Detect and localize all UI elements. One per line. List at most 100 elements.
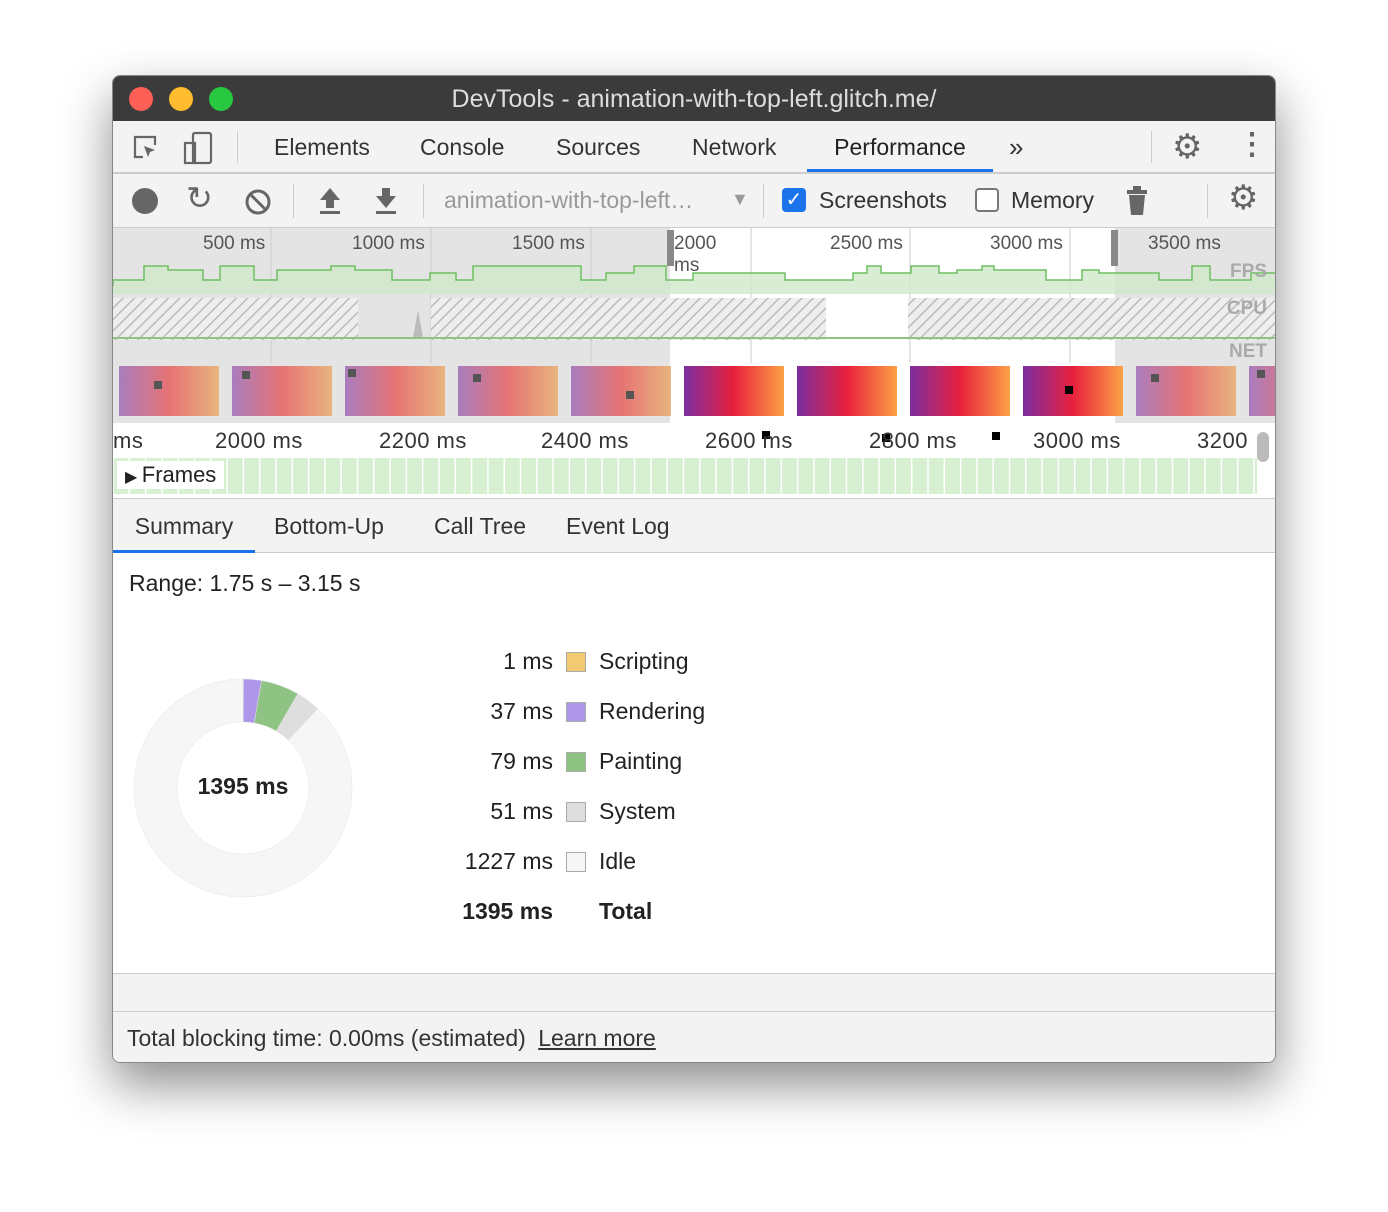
- screenshot-thumbnail[interactable]: [345, 366, 445, 416]
- overview-tick: 2000 ms: [674, 233, 717, 276]
- total-blocking-time: Total blocking time: 0.00ms (estimated): [127, 1025, 526, 1051]
- net-track-label: NET: [1229, 341, 1267, 362]
- legend-swatch: [566, 652, 586, 672]
- summary-donut-chart: [133, 678, 353, 898]
- record-button[interactable]: [132, 188, 158, 214]
- more-tabs-button[interactable]: »: [1009, 132, 1024, 162]
- devtools-window: DevTools - animation-with-top-left.glitc…: [112, 75, 1276, 1063]
- tab-performance[interactable]: Performance: [807, 121, 993, 172]
- performance-toolbar: ↻ animation-with-top-left… ▼ ✓ Screensho…: [113, 174, 1275, 228]
- tab-event-log[interactable]: Event Log: [566, 513, 670, 539]
- expand-triangle-icon: ▶: [125, 469, 142, 486]
- tab-elements[interactable]: Elements: [274, 134, 370, 160]
- inspect-element-icon[interactable]: [131, 133, 161, 163]
- screenshot-thumbnail[interactable]: [684, 366, 784, 439]
- fps-track-label: FPS: [1230, 261, 1267, 282]
- tab-console[interactable]: Console: [420, 134, 505, 160]
- screenshot-thumbnail[interactable]: [910, 366, 1010, 440]
- ruler-tick: 2600 ms: [705, 428, 793, 453]
- screenshots-checkbox[interactable]: ✓: [782, 188, 806, 212]
- legend-value: 1395 ms: [462, 898, 553, 924]
- ruler-tick: 2400 ms: [541, 428, 629, 453]
- animated-box: [473, 374, 481, 382]
- screenshot-thumbnail[interactable]: [232, 366, 332, 416]
- more-options-icon[interactable]: ⋮: [1237, 128, 1267, 161]
- animated-box: [154, 381, 162, 389]
- load-profile-icon[interactable]: [318, 186, 342, 216]
- animated-box: [882, 434, 890, 442]
- frames-track[interactable]: ▶ Frames: [113, 458, 1257, 494]
- cpu-track-label: CPU: [1226, 298, 1267, 319]
- frames-label: Frames: [141, 462, 217, 487]
- animated-box: [1151, 374, 1159, 382]
- timeline-ruler: ms 2000 ms 2200 ms 2400 ms 2600 ms 2800 …: [113, 425, 1257, 458]
- legend-label: Painting: [599, 748, 683, 774]
- ruler-tick: 3000 ms: [1033, 428, 1121, 453]
- screenshot-strip: [113, 363, 1275, 442]
- legend-value: 1 ms: [503, 648, 553, 674]
- recording-select[interactable]: animation-with-top-left…: [444, 187, 694, 213]
- tab-sources[interactable]: Sources: [556, 134, 641, 160]
- window-title: DevTools - animation-with-top-left.glitc…: [451, 85, 937, 113]
- memory-checkbox[interactable]: [975, 188, 999, 212]
- animated-box: [626, 391, 634, 399]
- tab-bottom-up[interactable]: Bottom-Up: [274, 513, 384, 539]
- dropdown-arrow-icon[interactable]: ▼: [731, 189, 749, 209]
- animated-box: [242, 371, 250, 379]
- animated-box: [1257, 370, 1265, 378]
- animated-box: [1065, 386, 1073, 394]
- legend-label: Rendering: [599, 698, 706, 724]
- range-handle-left[interactable]: [667, 230, 674, 266]
- legend-label: Total: [599, 898, 653, 924]
- overview-tick: 1500 ms: [512, 233, 585, 254]
- capture-settings-gear-icon[interactable]: ⚙: [1228, 179, 1259, 217]
- animated-box: [992, 432, 1000, 440]
- vertical-scrollbar[interactable]: [1257, 432, 1269, 462]
- zoom-button[interactable]: [209, 87, 233, 111]
- ruler-tick: 2000 ms: [215, 428, 303, 453]
- reload-record-icon[interactable]: ↻: [186, 180, 213, 216]
- details-tabs: Summary Bottom-Up Call Tree Event Log: [113, 498, 1275, 553]
- ruler-tick: ms: [113, 428, 144, 453]
- legend-swatch: [566, 852, 586, 872]
- legend-value: 37 ms: [490, 698, 553, 724]
- screenshot-thumbnail[interactable]: [797, 366, 897, 442]
- save-profile-icon[interactable]: [374, 186, 398, 216]
- screenshot-thumbnail[interactable]: [1249, 366, 1275, 416]
- tab-network[interactable]: Network: [692, 134, 777, 160]
- legend-swatch: [566, 752, 586, 772]
- memory-label: Memory: [1011, 187, 1095, 213]
- clear-icon[interactable]: [244, 188, 272, 216]
- frame-bars: [113, 458, 1255, 494]
- learn-more-link[interactable]: Learn more: [538, 1025, 656, 1051]
- timeline-overview[interactable]: 500 ms 1000 ms 1500 ms 2000 ms 2500 ms 3…: [113, 228, 1275, 442]
- ruler-tick: 2800 ms: [869, 428, 957, 453]
- tab-call-tree[interactable]: Call Tree: [434, 513, 527, 539]
- range-handle-right[interactable]: [1111, 230, 1118, 266]
- screenshot-thumbnail[interactable]: [119, 366, 219, 416]
- overview-tick: 2500 ms: [830, 233, 903, 254]
- collect-garbage-icon[interactable]: [1126, 186, 1148, 216]
- screenshot-thumbnail[interactable]: [571, 366, 671, 416]
- frames-toggle[interactable]: ▶ Frames: [117, 461, 225, 489]
- overview-graphs: [113, 228, 1275, 363]
- minimize-button[interactable]: [169, 87, 193, 111]
- screenshot-thumbnail[interactable]: [458, 366, 558, 416]
- overview-tick: 500 ms: [203, 233, 266, 254]
- donut-total: 1395 ms: [197, 773, 289, 799]
- overview-tick: 3500 ms: [1148, 233, 1221, 254]
- footer: Total blocking time: 0.00ms (estimated) …: [113, 1011, 1275, 1062]
- summary-range: Range: 1.75 s – 3.15 s: [129, 570, 361, 596]
- legend-swatch: [566, 702, 586, 722]
- legend-label: System: [599, 798, 676, 824]
- close-button[interactable]: [129, 87, 153, 111]
- screenshot-thumbnail[interactable]: [1023, 366, 1123, 416]
- settings-gear-icon[interactable]: ⚙: [1172, 128, 1203, 166]
- legend-swatch: [566, 802, 586, 822]
- screenshot-thumbnail[interactable]: [1136, 366, 1236, 416]
- tab-summary[interactable]: Summary: [113, 499, 255, 553]
- donut-slice-idle: [133, 678, 353, 898]
- device-toolbar-icon[interactable]: [183, 131, 215, 165]
- screenshots-label: Screenshots: [819, 187, 947, 213]
- legend-value: 1227 ms: [464, 848, 553, 874]
